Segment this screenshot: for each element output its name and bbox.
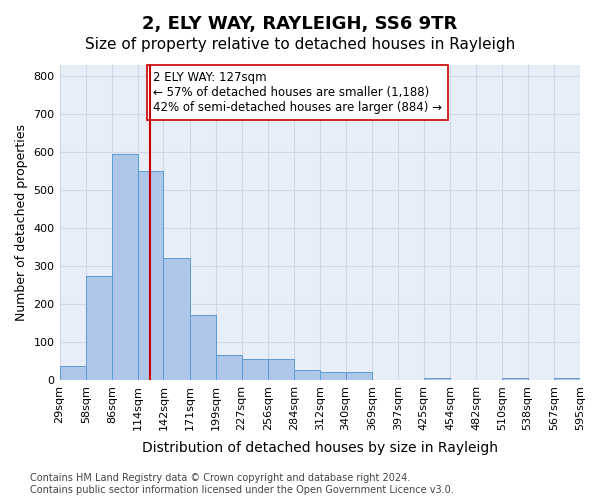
Bar xyxy=(59,366,86,380)
Bar xyxy=(554,378,580,380)
Bar xyxy=(424,378,451,380)
Bar xyxy=(268,359,294,380)
Bar xyxy=(294,370,320,380)
Bar xyxy=(346,372,372,380)
Bar xyxy=(163,258,190,380)
Bar xyxy=(320,372,346,380)
X-axis label: Distribution of detached houses by size in Rayleigh: Distribution of detached houses by size … xyxy=(142,441,498,455)
Text: 2 ELY WAY: 127sqm
← 57% of detached houses are smaller (1,188)
42% of semi-detac: 2 ELY WAY: 127sqm ← 57% of detached hous… xyxy=(154,70,442,114)
Bar xyxy=(502,378,527,380)
Bar xyxy=(86,276,112,380)
Bar xyxy=(216,355,242,380)
Bar xyxy=(242,359,268,380)
Text: 2, ELY WAY, RAYLEIGH, SS6 9TR: 2, ELY WAY, RAYLEIGH, SS6 9TR xyxy=(142,15,458,33)
Bar xyxy=(138,171,163,380)
Y-axis label: Number of detached properties: Number of detached properties xyxy=(15,124,28,321)
Text: Contains HM Land Registry data © Crown copyright and database right 2024.
Contai: Contains HM Land Registry data © Crown c… xyxy=(30,474,454,495)
Text: Size of property relative to detached houses in Rayleigh: Size of property relative to detached ho… xyxy=(85,38,515,52)
Bar xyxy=(190,316,216,380)
Bar xyxy=(112,154,138,380)
